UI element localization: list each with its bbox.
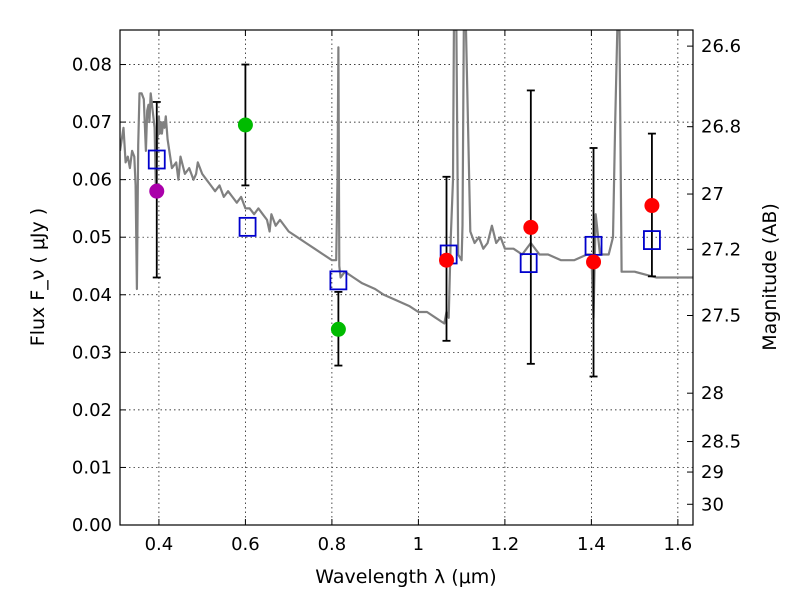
x-tick-label: 0.4 xyxy=(145,534,174,555)
x-tick-label: 0.6 xyxy=(231,534,260,555)
x-tick-label: 1.2 xyxy=(491,534,520,555)
y-tick-label: 0.08 xyxy=(72,55,112,76)
observed-point xyxy=(330,321,346,337)
model-sed-line xyxy=(120,30,693,325)
right-tick-label: 26.6 xyxy=(701,36,741,57)
y-tick-label: 0.06 xyxy=(72,170,112,191)
right-tick-label: 28 xyxy=(701,383,724,404)
right-axis-label: Magnitude (AB) xyxy=(759,203,781,351)
observed-point xyxy=(523,219,539,235)
right-tick-label: 28.5 xyxy=(701,432,741,453)
observed-point xyxy=(149,183,165,199)
right-tick-label: 27.5 xyxy=(701,305,741,326)
grid xyxy=(120,30,693,525)
model-photometry-square xyxy=(147,149,166,170)
plot-area xyxy=(120,30,693,378)
right-tick-label: 27 xyxy=(701,184,724,205)
right-tick-label: 30 xyxy=(701,494,724,515)
x-tick-label: 1 xyxy=(413,534,424,555)
y-tick-label: 0.04 xyxy=(72,285,112,306)
observed-point xyxy=(644,198,660,214)
observed-point xyxy=(237,117,253,133)
observed-point xyxy=(586,254,602,270)
right-tick-label: 26.8 xyxy=(701,117,741,138)
y-tick-label: 0.03 xyxy=(72,342,112,363)
observed-point xyxy=(439,252,455,268)
y-tick-label: 0.00 xyxy=(72,515,112,536)
model-photometry-square xyxy=(238,216,257,237)
right-tick-label: 27.2 xyxy=(701,239,741,260)
model-photometry-square xyxy=(643,230,661,250)
axes: 0.4 0.6 0.8 1 1.2 1.4 1.6 0.00 0.01 0.02 0.03 0.04 0… xyxy=(72,30,741,555)
right-tick-label: 29 xyxy=(701,462,724,483)
x-axis-label: Wavelength λ (μm) xyxy=(315,566,496,588)
y-tick-label: 0.02 xyxy=(72,400,112,421)
x-tick-label: 0.8 xyxy=(318,534,347,555)
y-tick-label: 0.07 xyxy=(72,112,112,133)
y-tick-label: 0.01 xyxy=(72,457,112,478)
y-tick-label: 0.05 xyxy=(72,227,112,248)
x-tick-label: 1.4 xyxy=(577,534,606,555)
x-tick-label: 1.6 xyxy=(664,534,693,555)
model-photometry-square xyxy=(329,270,348,291)
plot-frame xyxy=(119,29,694,526)
model-photometry-square xyxy=(519,253,538,274)
y-axis-label: Flux F_ν ( μJy ) xyxy=(27,208,49,346)
